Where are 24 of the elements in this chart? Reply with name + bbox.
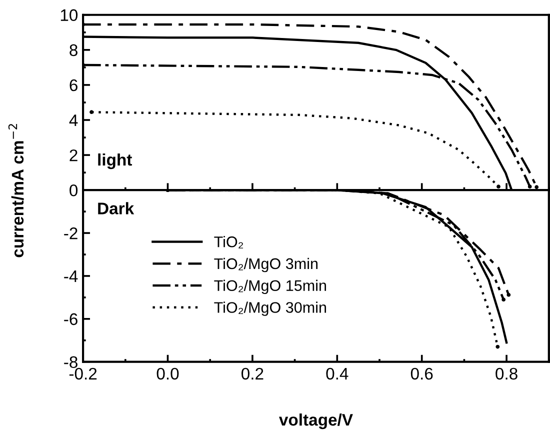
y-tick-label: 6	[70, 79, 78, 92]
x-tick-label: -0.2	[69, 368, 97, 380]
x-tick-label: 0.4	[326, 368, 348, 380]
x-axis-title: voltage/V	[278, 413, 353, 430]
x-tick-label: 0.6	[410, 368, 433, 380]
y-tick-label: -6	[64, 313, 78, 326]
y-tick-label: 10	[60, 9, 78, 22]
x-tick-label: 0.8	[496, 368, 518, 380]
annotation: Dark	[98, 202, 134, 214]
x-tick-label: 0.0	[156, 368, 179, 380]
legend-label: TiO₂/MgO 3min	[214, 258, 318, 272]
legend-label: TiO₂	[214, 236, 244, 248]
y-axis-title: current/mA cm$^{−2}$	[8, 124, 24, 258]
y-tick-label: -8	[64, 356, 78, 368]
y-tick-label: 2	[70, 149, 78, 162]
x-tick-label: 0.2	[242, 368, 264, 380]
y-tick-label: 4	[69, 114, 78, 126]
annotation: light	[98, 153, 132, 170]
y-tick-label: 0	[70, 184, 78, 196]
legend-label: TiO₂/MgO 30min	[214, 302, 326, 316]
y-tick-label: 8	[70, 44, 78, 56]
legend-label: TiO₂/MgO 15min	[214, 280, 326, 294]
y-tick-label: -2	[64, 227, 78, 240]
y-tick-label: -4	[64, 270, 78, 282]
